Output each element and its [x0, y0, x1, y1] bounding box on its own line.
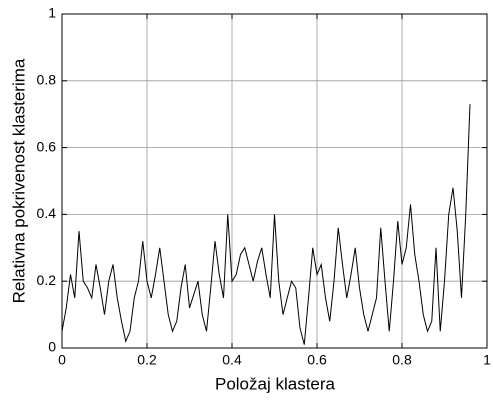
y-tick-label: 1	[48, 5, 56, 21]
y-tick-label: 0.4	[37, 205, 57, 221]
x-tick-label: 0.2	[137, 352, 157, 368]
x-tick-label: 1	[483, 352, 491, 368]
plot-frame	[61, 13, 488, 349]
x-tick-label: 0	[58, 352, 66, 368]
x-axis-label: Položaj klastera	[215, 374, 336, 393]
y-tick-label: 0.6	[37, 138, 57, 154]
x-tick-label: 0.4	[222, 352, 242, 368]
data-line	[61, 104, 471, 345]
y-tick-label: 0.8	[37, 72, 57, 88]
y-axis-label: Relativna pokrivenost klasterima	[9, 58, 28, 303]
y-tick-label: 0	[48, 339, 56, 355]
x-tick-label: 0.8	[392, 352, 412, 368]
x-tick-label: 0.6	[307, 352, 327, 368]
y-tick-label: 0.2	[37, 272, 57, 288]
